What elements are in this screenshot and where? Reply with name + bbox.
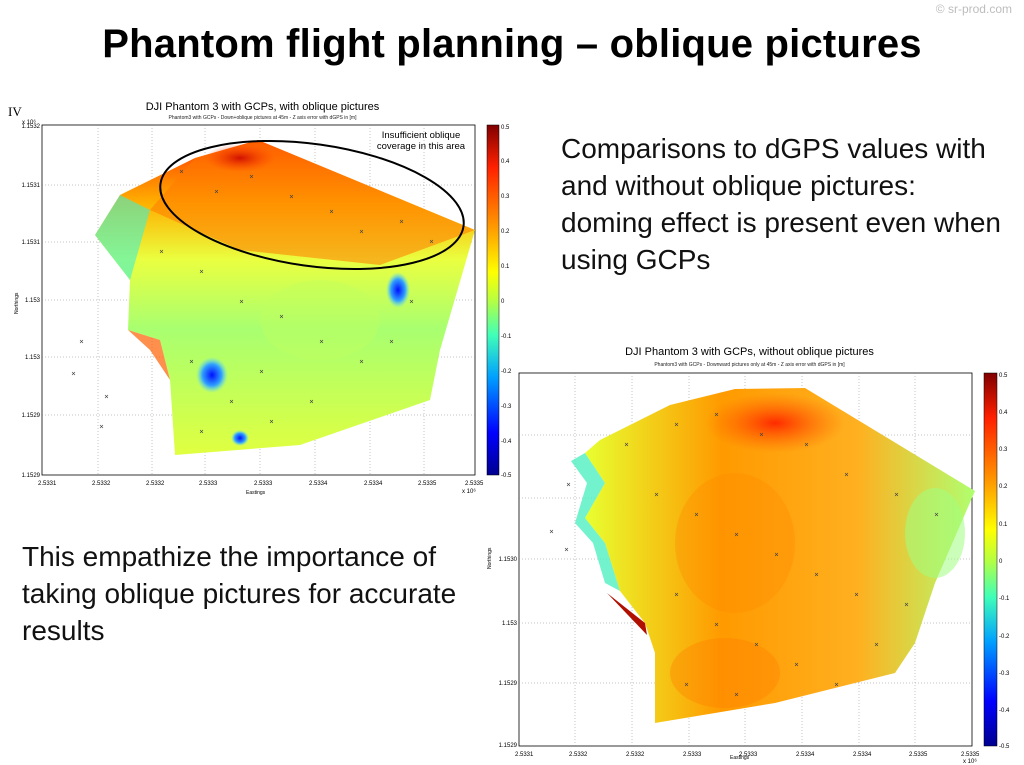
cb-tick: 0	[501, 299, 505, 305]
cb-tick: 0.4	[999, 410, 1008, 416]
x-tick: 2.5333	[739, 752, 758, 758]
x-tick: 2.5334	[309, 481, 328, 487]
annotation-text: Insufficient oblique coverage in this ar…	[376, 130, 466, 152]
cb-tick: 0.1	[501, 264, 510, 270]
y-tick: 1.1529	[499, 681, 518, 687]
conclusion-text: This empathize the importance of taking …	[22, 541, 457, 646]
cb-tick: -0.3	[501, 404, 512, 410]
chart-title: DJI Phantom 3 with GCPs, with oblique pi…	[145, 101, 380, 113]
y-tick: 1.153	[25, 355, 41, 361]
y-axis-label: Northings	[487, 547, 493, 569]
cb-tick: 0.3	[999, 447, 1008, 453]
cb-tick: -0.4	[999, 708, 1010, 714]
y-tick-labels: 1.1532 1.1531 1.1531 1.153 1.153 1.1529 …	[22, 124, 41, 479]
y-tick: 1.1529	[22, 473, 41, 479]
x-tick: 2.5334	[364, 481, 383, 487]
x-tick: 2.5333	[199, 481, 218, 487]
x-tick: 2.5333	[254, 481, 273, 487]
x-tick: 2.5332	[569, 752, 588, 758]
y-tick: 1.1531	[22, 183, 41, 189]
cb-tick: 0.5	[999, 373, 1008, 379]
x-tick: 2.5331	[515, 752, 534, 758]
cb-tick: -0.5	[501, 473, 512, 479]
cb-tick: -0.2	[501, 369, 512, 375]
chart-title: DJI Phantom 3 with GCPs, without oblique…	[625, 346, 874, 358]
y-tick: 1.153	[502, 621, 518, 627]
heatmap-without-oblique: DJI Phantom 3 with GCPs, without oblique…	[475, 343, 1024, 765]
y-tick: 1.153	[25, 298, 41, 304]
x-tick: 2.5335	[465, 481, 484, 487]
x-axis-label: Eastings	[246, 490, 266, 496]
y-tick: 1.1531	[22, 240, 41, 246]
x-tick-labels: 2.5331 2.5332 2.5332 2.5333 2.5333 2.533…	[38, 481, 484, 487]
colorbar-ticks: 0.5 0.4 0.3 0.2 0.1 0 -0.1 -0.2 -0.3 -0.…	[999, 373, 1010, 750]
x-tick: 2.5333	[683, 752, 702, 758]
watermark: © sr-prod.com	[935, 2, 1012, 16]
y-tick: 1.1529	[499, 743, 518, 749]
cb-tick: -0.5	[999, 744, 1010, 750]
x-axis-label: Eastings	[730, 755, 750, 761]
x-tick: 2.5334	[853, 752, 872, 758]
cb-tick: 0.3	[501, 194, 510, 200]
cb-tick: 0	[999, 559, 1003, 565]
y-tick: 1.1532	[22, 124, 41, 130]
comparison-text: Comparisons to dGPS values with and with…	[561, 133, 1001, 275]
chart-subtitle: Phantom3 with GCPs - Down+oblique pictur…	[168, 115, 357, 121]
cb-tick: -0.4	[501, 439, 512, 445]
y-tick-labels: 1.1530 1.153 1.1529 1.1529	[499, 557, 518, 749]
panel-label: IV	[8, 104, 22, 119]
cb-tick: 0.1	[999, 522, 1008, 528]
cb-tick: 0.4	[501, 159, 510, 165]
cb-tick: -0.2	[999, 634, 1010, 640]
chart-subtitle: Phantom3 with GCPs - Downward pictures o…	[654, 362, 845, 368]
x-tick: 2.5335	[961, 752, 980, 758]
x-tick-labels: 2.5331 2.5332 2.5332 2.5333 2.5333 2.533…	[515, 752, 980, 758]
x-tick: 2.5335	[418, 481, 437, 487]
y-axis-label: Northings	[14, 292, 20, 314]
cb-tick: 0.5	[501, 125, 510, 131]
slide-title: Phantom flight planning – oblique pictur…	[102, 22, 922, 66]
x-tick: 2.5334	[796, 752, 815, 758]
cb-tick: -0.1	[999, 596, 1010, 602]
heatmap-plot: 2.5331 2.5332 2.5332 2.5333 2.5333 2.533…	[22, 119, 512, 495]
x-tick: 2.5332	[626, 752, 645, 758]
x-tick: 2.5332	[146, 481, 165, 487]
heatmap-with-oblique: IV DJI Phantom 3 with GCPs, with oblique…	[0, 100, 525, 500]
cb-tick: -0.1	[501, 334, 512, 340]
x-tick: 2.5331	[38, 481, 57, 487]
x-exponent: x 10⁶	[462, 488, 476, 495]
cb-tick: 0.2	[501, 229, 510, 235]
x-exponent: x 10⁶	[963, 758, 977, 765]
cb-tick: -0.3	[999, 671, 1010, 677]
y-tick: 1.1530	[499, 557, 518, 563]
x-tick: 2.5332	[92, 481, 111, 487]
cb-tick: 0.2	[999, 484, 1008, 490]
heatmap-plot: 2.5331 2.5332 2.5332 2.5333 2.5333 2.533…	[499, 372, 1010, 765]
colorbar-ticks: 0.5 0.4 0.3 0.2 0.1 0 -0.1 -0.2 -0.3 -0.…	[501, 125, 512, 479]
y-exponent: x 10⁶	[22, 119, 36, 126]
x-tick: 2.5335	[909, 752, 928, 758]
y-tick: 1.1529	[22, 413, 41, 419]
